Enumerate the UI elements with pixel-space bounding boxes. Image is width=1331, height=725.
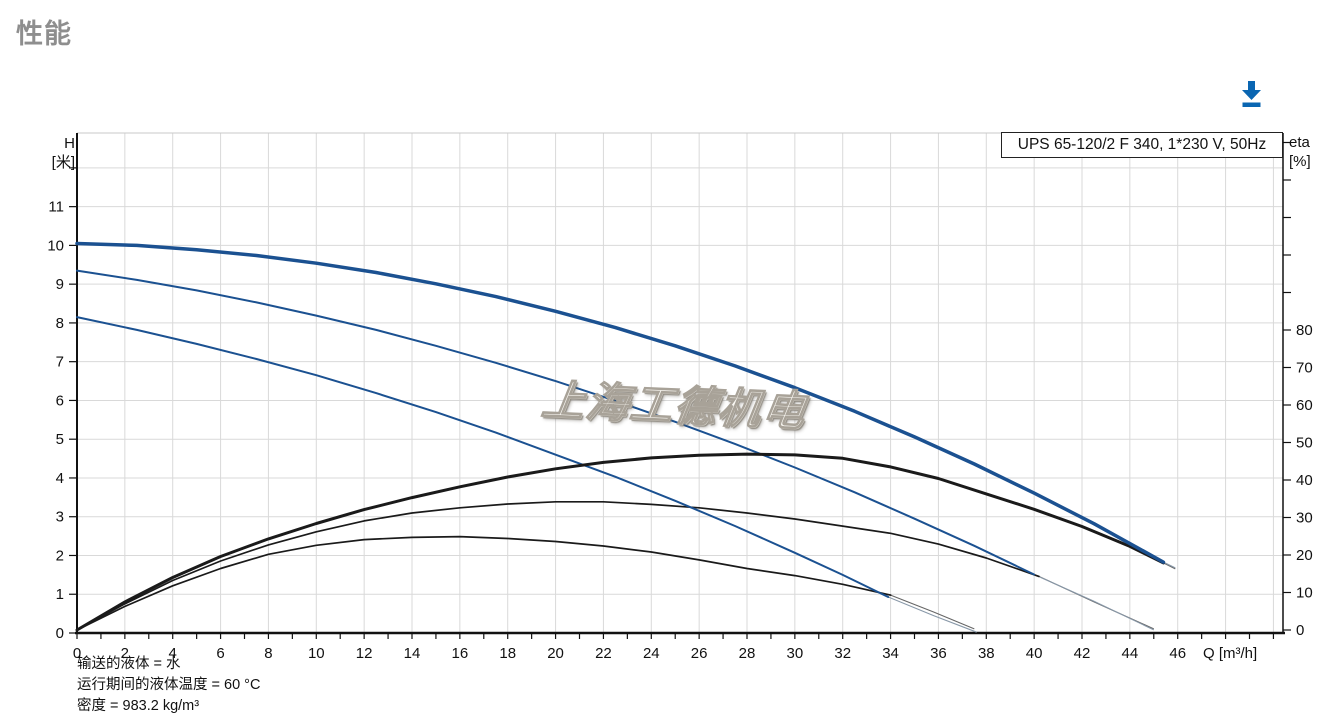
- svg-text:20: 20: [547, 645, 564, 662]
- svg-text:30: 30: [1296, 510, 1313, 527]
- note-liquid: 输送的液体 = 水: [77, 656, 181, 672]
- svg-text:36: 36: [930, 645, 947, 662]
- svg-text:30: 30: [787, 645, 804, 662]
- svg-text:40: 40: [1296, 472, 1313, 489]
- svg-text:4: 4: [56, 470, 64, 487]
- svg-text:0: 0: [56, 625, 64, 642]
- note-density: 密度 = 983.2 kg/m³: [77, 698, 200, 714]
- svg-text:2: 2: [121, 645, 129, 662]
- svg-text:38: 38: [978, 645, 995, 662]
- svg-text:Q [m³/h]: Q [m³/h]: [1203, 645, 1257, 662]
- svg-text:10: 10: [47, 237, 64, 254]
- svg-text:4: 4: [169, 645, 177, 662]
- svg-text:6: 6: [216, 645, 224, 662]
- svg-text:12: 12: [356, 645, 373, 662]
- svg-text:26: 26: [691, 645, 708, 662]
- svg-text:3: 3: [56, 509, 64, 526]
- svg-text:70: 70: [1296, 360, 1313, 377]
- svg-text:11: 11: [48, 199, 64, 216]
- download-button[interactable]: [1236, 76, 1268, 110]
- svg-text:10: 10: [308, 645, 325, 662]
- svg-text:9: 9: [56, 276, 64, 293]
- svg-text:2: 2: [56, 547, 64, 564]
- svg-text:[米]: [米]: [52, 154, 75, 171]
- svg-text:50: 50: [1296, 435, 1313, 452]
- download-icon: [1242, 81, 1261, 107]
- svg-text:44: 44: [1122, 645, 1139, 662]
- note-temperature: 运行期间的液体温度 = 60 °C: [77, 677, 261, 693]
- fluid-notes: 输送的液体 = 水 运行期间的液体温度 = 60 °C 密度 = 983.2 k…: [77, 654, 260, 717]
- svg-text:20: 20: [1296, 547, 1313, 564]
- svg-text:22: 22: [595, 645, 612, 662]
- svg-text:60: 60: [1296, 397, 1313, 414]
- svg-text:1: 1: [56, 586, 64, 603]
- svg-text:8: 8: [264, 645, 272, 662]
- page-title: 性能: [16, 19, 72, 49]
- svg-text:32: 32: [834, 645, 851, 662]
- svg-text:0: 0: [73, 645, 81, 662]
- svg-text:0: 0: [1296, 622, 1304, 639]
- svg-text:46: 46: [1169, 645, 1186, 662]
- pump-model-label: UPS 65-120/2 F 340, 1*230 V, 50Hz: [1001, 132, 1283, 158]
- svg-text:24: 24: [643, 645, 660, 662]
- svg-text:10: 10: [1296, 585, 1313, 602]
- svg-text:34: 34: [882, 645, 899, 662]
- svg-text:42: 42: [1074, 645, 1091, 662]
- svg-text:80: 80: [1296, 322, 1313, 339]
- svg-text:40: 40: [1026, 645, 1043, 662]
- svg-text:28: 28: [739, 645, 756, 662]
- svg-text:16: 16: [452, 645, 469, 662]
- svg-text:5: 5: [56, 431, 64, 448]
- svg-text:H: H: [64, 135, 75, 152]
- svg-text:eta: eta: [1289, 134, 1311, 151]
- svg-text:18: 18: [499, 645, 516, 662]
- svg-text:7: 7: [56, 354, 64, 371]
- svg-text:8: 8: [56, 315, 64, 332]
- svg-text:[%]: [%]: [1289, 153, 1311, 170]
- svg-text:6: 6: [56, 392, 64, 409]
- svg-text:14: 14: [404, 645, 421, 662]
